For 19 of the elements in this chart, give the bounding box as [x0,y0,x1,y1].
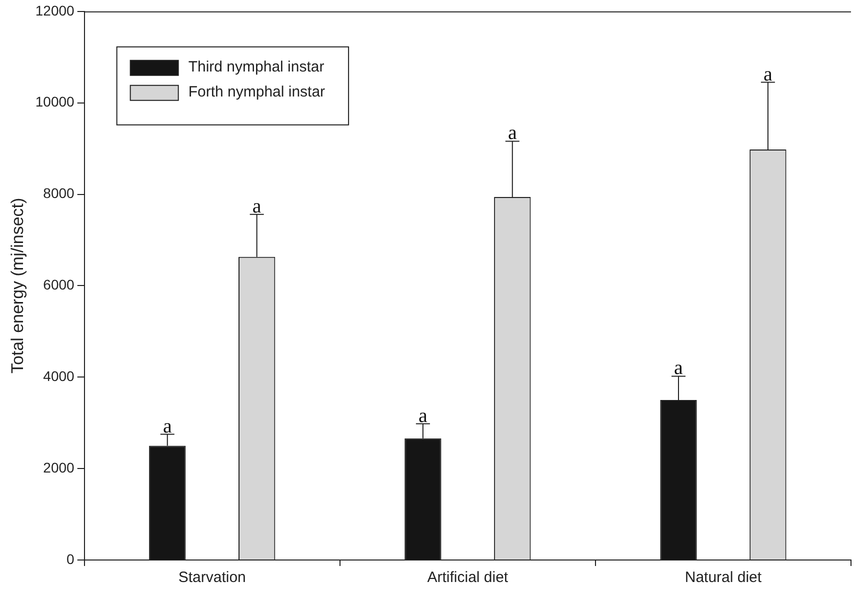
y-tick-label: 8000 [43,185,75,202]
legend-label: Forth nymphal instar [188,84,326,101]
y-tick-label: 4000 [43,368,75,384]
x-tick-label: Natural diet [684,569,762,586]
y-tick-label: 10000 [35,94,75,110]
legend-label: Third nymphal instar [188,58,324,76]
y-tick-label: 0 [66,550,75,567]
annotation: a [508,122,517,144]
annotation: a [162,415,172,438]
annotation: a [764,63,772,86]
annotation: a [418,404,428,427]
y-axis-title: Total energy (mj/insect) [8,198,27,374]
annotation: a [252,195,262,218]
x-tick-label: Starvation [178,569,246,586]
annotation: a [674,357,684,380]
y-tick-label: 2000 [43,459,75,476]
x-tick-label: Artificial diet [427,569,509,586]
y-tick-label: 6000 [43,276,75,293]
y-tick-label: 12000 [35,2,75,18]
